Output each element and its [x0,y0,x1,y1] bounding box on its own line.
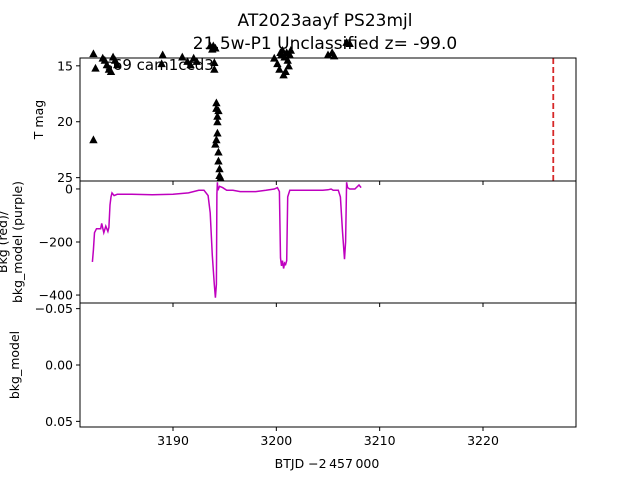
bkg-model-line [91,182,362,298]
x-tick-label: 3210 [364,433,396,448]
panel-frame-lightcurve [79,57,577,182]
data-point [211,43,220,52]
data-point [106,67,116,75]
data-point [212,98,221,107]
data-point [214,156,223,165]
panel-frame-bkg_model [79,302,577,428]
data-point [211,139,220,148]
data-point [186,60,195,69]
data-point [283,56,292,64]
data-point [281,67,290,75]
data-point [213,128,222,137]
data-point [215,164,224,173]
y-tick-label-lightcurve: 25 [57,170,73,185]
panel-frame-bkg [79,180,577,304]
data-point [284,61,293,70]
data-point [323,50,333,59]
data-point [213,111,222,120]
data-point [285,50,294,59]
y-axis-label-lightcurve: T mag [31,100,46,140]
data-point [212,135,221,144]
y-tick-label-bkg_model: −0.05 [35,301,73,316]
panel-lightcurve: 15 20 25 T mag s69 cam1ccd3 [31,38,577,185]
data-point [275,64,284,73]
y-tick-label-bkg: 0 [65,181,73,196]
chart-title-line1: AT2023aayf PS23mjl [238,11,413,31]
data-point [178,52,187,61]
data-point [214,147,223,156]
camera-annotation: s69 cam1ccd3 [105,56,214,74]
data-point [214,106,223,115]
data-point [89,49,98,58]
y-tick-label-bkg_model: 0.00 [45,358,73,373]
data-point [89,135,98,144]
data-point [113,60,122,69]
y-axis-label-bkg-line2: bkg_model (purple) [10,181,25,303]
data-point [210,58,219,67]
y-tick-label-bkg: −400 [39,288,73,303]
y-axis-label-bkg_model-line1: bkg_model [7,331,22,399]
data-point [91,63,100,72]
x-axis-label: BTJD −2 457 000 [275,456,380,471]
y-tick-label-bkg: −200 [39,235,73,250]
y-tick-label-bkg_model: 0.05 [45,414,73,429]
data-point [213,117,222,126]
data-point [158,50,167,59]
x-tick-label: 3190 [157,433,189,448]
x-tick-label: 3200 [260,433,292,448]
panel-bkg_model: −0.05 0.00 0.05 bkg_model [7,301,577,431]
data-point [192,57,201,65]
y-axis-label-bkg-line1: Bkg (red)/ [0,210,10,273]
y-tick-label-lightcurve: 15 [57,58,73,73]
chart-title-line2: 21.5w-P1 Unclassified z= -99.0 [193,34,457,54]
data-point [278,45,287,54]
x-tick-label: 3220 [467,433,499,448]
panel-bkg: 0 −200 −400 Bkg (red)/bkg_model (purple) [0,180,577,307]
data-point [345,39,354,48]
data-point [210,64,219,73]
data-point [216,173,225,182]
data-point [330,51,339,60]
y-tick-label-lightcurve: 20 [57,114,73,129]
data-point [286,45,295,54]
data-point [157,59,166,68]
